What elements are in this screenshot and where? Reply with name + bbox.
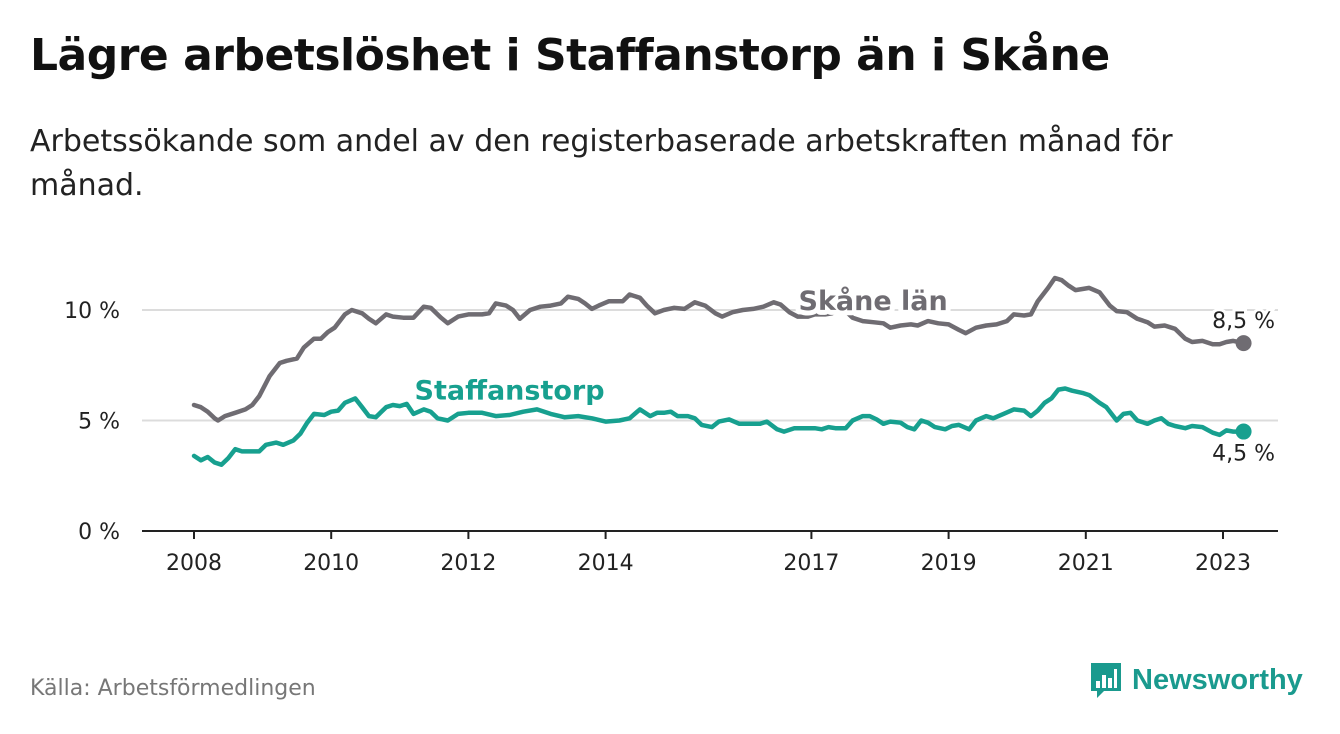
x-tick-label: 2012 — [440, 551, 496, 576]
x-tick-label: 2021 — [1058, 551, 1114, 576]
x-tick-label: 2017 — [783, 551, 839, 576]
x-tick-label: 2014 — [578, 551, 634, 576]
series-line-staffanstorp — [191, 386, 1246, 467]
chart-title: Lägre arbetslöshet i Staffanstorp än i S… — [30, 30, 1110, 81]
end-value-label: 4,5 % — [1212, 442, 1275, 467]
series-end-point — [1235, 423, 1252, 440]
x-tick-label: 2008 — [166, 551, 222, 576]
brand-name: Newsworthy — [1132, 663, 1303, 696]
x-tick-label: 2023 — [1195, 551, 1251, 576]
y-tick-label: 10 % — [64, 299, 120, 324]
series-label: Skåne län — [799, 285, 948, 317]
brand-logo: Newsworthy — [1088, 660, 1303, 700]
x-tick-label: 2010 — [303, 551, 359, 576]
source-note: Källa: Arbetsförmedlingen — [30, 676, 316, 701]
series-line-sk-ne-l-n — [191, 275, 1246, 423]
end-value-label: 8,5 % — [1212, 309, 1275, 334]
y-tick-label: 0 % — [78, 520, 120, 545]
chart-subtitle: Arbetssökande som andel av den registerb… — [30, 124, 1173, 203]
line-chart: 0 % 5 % 10 % 2008 2010 2012 2014 2017 2019 2021 20… — [64, 275, 1278, 576]
newsworthy-logo-icon — [1091, 663, 1121, 698]
series-label: Staffanstorp — [415, 376, 605, 407]
series-end-point — [1235, 335, 1252, 352]
x-tick-label: 2019 — [921, 551, 977, 576]
y-tick-label: 5 % — [78, 410, 120, 435]
